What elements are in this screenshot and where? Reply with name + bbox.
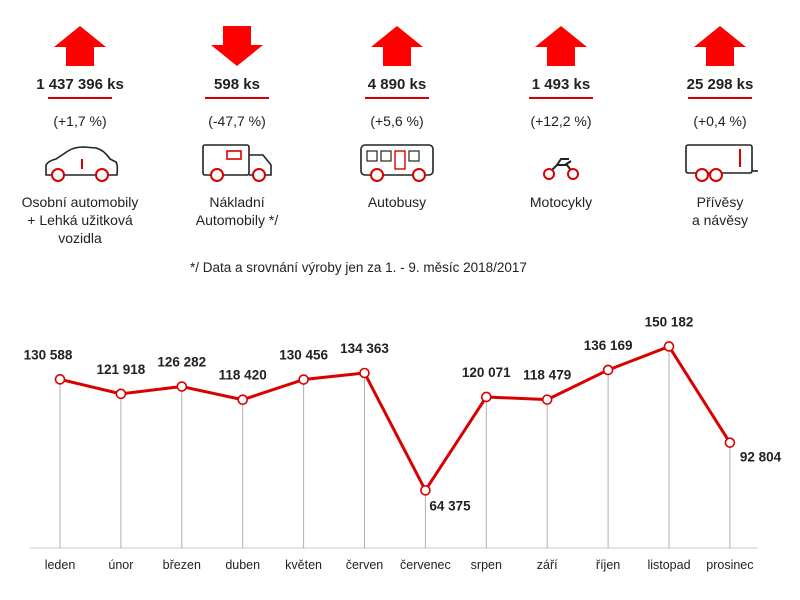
category-trucks: 598 ks (-47,7 %) Nákladní Automobily */ xyxy=(157,26,317,229)
bus-icon xyxy=(360,144,434,182)
category-value: 1 437 396 ks xyxy=(36,76,124,93)
truck-icon xyxy=(202,144,272,182)
x-tick-label: září xyxy=(537,558,558,572)
data-label: 118 420 xyxy=(219,368,267,383)
data-label: 150 182 xyxy=(645,314,694,329)
data-label: 92 804 xyxy=(740,450,782,465)
x-tick-label: leden xyxy=(45,558,76,572)
x-tick-label: duben xyxy=(225,558,260,572)
data-label: 120 071 xyxy=(462,365,511,380)
data-point xyxy=(176,381,188,392)
value-underline xyxy=(205,97,269,99)
category-value: 4 890 ks xyxy=(367,76,427,93)
car-icon xyxy=(45,146,119,182)
data-point xyxy=(298,374,309,385)
data-label: 130 588 xyxy=(24,347,73,362)
value-underline xyxy=(529,97,593,99)
data-point xyxy=(359,367,370,379)
motorcycle-icon xyxy=(543,158,579,180)
data-point xyxy=(54,374,66,385)
category-value: 25 298 ks xyxy=(686,76,754,93)
data-point xyxy=(237,394,248,406)
data-point xyxy=(480,391,492,403)
category-value: 1 493 ks xyxy=(531,76,591,93)
category-trailers: 25 298 ks (+0,4 %) Přívěsy a návěsy xyxy=(640,26,800,229)
data-point xyxy=(420,485,431,496)
data-label: 118 479 xyxy=(523,368,571,383)
x-tick-label: červen xyxy=(346,558,384,572)
arrow-down-icon xyxy=(211,26,263,66)
arrow-up-icon xyxy=(371,26,423,66)
series-line xyxy=(59,344,732,492)
category-change: (+5,6 %) xyxy=(370,113,424,129)
category-label: Motocykly xyxy=(529,194,593,210)
x-tick-label: prosinec xyxy=(706,558,753,572)
category-change: (+12,2 %) xyxy=(530,113,592,129)
arrow-up-icon xyxy=(54,26,106,66)
data-point xyxy=(541,394,553,405)
x-tick-label: říjen xyxy=(596,558,620,572)
category-buses: 4 890 ks (+5,6 %) Autobusy xyxy=(317,26,477,211)
category-label: Nákladní Automobily */ xyxy=(195,194,279,228)
category-value: 598 ks xyxy=(214,76,260,93)
arrow-up-icon xyxy=(694,26,746,66)
category-label: Osobní automobily + Lehká užitková vozid… xyxy=(21,194,139,246)
data-point xyxy=(602,364,614,376)
x-tick-label: červenec xyxy=(400,558,451,572)
value-underline xyxy=(48,97,112,99)
x-tick-label: srpen xyxy=(471,558,502,572)
data-label: 130 456 xyxy=(279,348,328,363)
x-tick-label: květen xyxy=(285,558,322,572)
trailer-icon xyxy=(685,144,758,182)
value-underline xyxy=(365,97,429,99)
data-label: 64 375 xyxy=(429,498,471,513)
category-moto: 1 493 ks (+12,2 %) Motocykly xyxy=(481,26,641,211)
category-label: Autobusy xyxy=(367,194,427,210)
x-tick-label: listopad xyxy=(647,558,690,572)
footnote: */ Data a srovnání výroby jen za 1. - 9.… xyxy=(190,260,527,275)
data-label: 121 918 xyxy=(96,362,145,377)
data-point xyxy=(115,388,127,400)
data-label: 136 169 xyxy=(584,338,633,353)
data-point xyxy=(724,437,736,448)
value-underline xyxy=(688,97,752,99)
category-label: Přívěsy a návěsy xyxy=(691,194,749,228)
data-label: 126 282 xyxy=(157,355,206,370)
data-point xyxy=(663,341,675,352)
category-change: (+0,4 %) xyxy=(693,113,747,129)
x-tick-label: únor xyxy=(108,558,133,572)
data-label: 134 363 xyxy=(340,341,389,356)
category-change: (+1,7 %) xyxy=(53,113,107,129)
x-tick-label: březen xyxy=(163,558,201,572)
category-cars: 1 437 396 ks (+1,7 %) Osobní automobily … xyxy=(0,26,160,247)
category-change: (-47,7 %) xyxy=(208,113,266,129)
arrow-up-icon xyxy=(535,26,587,66)
monthly-production-chart: 130 588 121 918 126 282 118 420 130 456 134 3… xyxy=(24,314,782,572)
